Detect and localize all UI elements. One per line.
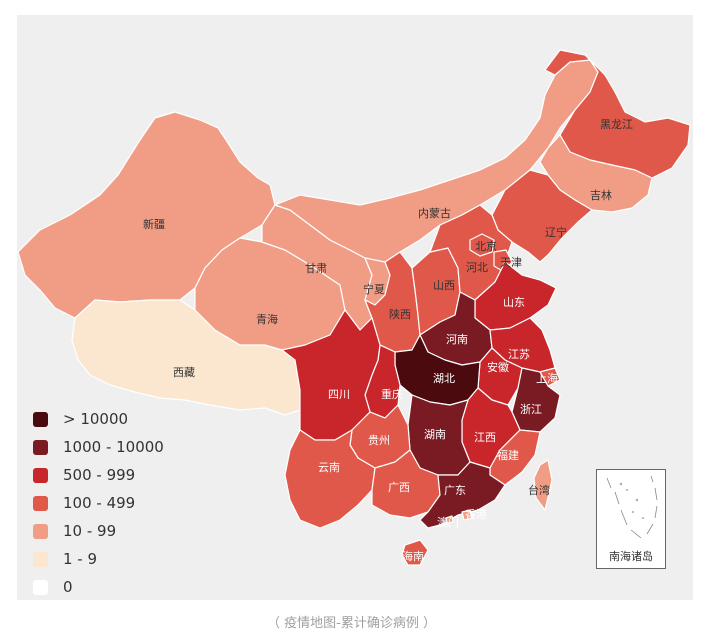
label-inner-mongolia: 内蒙古: [418, 206, 451, 220]
province-beijing[interactable]: [469, 233, 495, 257]
label-hainan: 海南: [402, 549, 424, 563]
south-china-sea-islands-icon: [606, 475, 658, 539]
legend-item: 1000 - 10000: [33, 433, 164, 461]
province-macau[interactable]: [445, 515, 454, 524]
legend-label: 10 - 99: [63, 522, 117, 540]
south-china-sea-inset: 南海诸岛: [596, 469, 666, 569]
province-hebei[interactable]: [429, 204, 513, 301]
label-beijing: 北京: [475, 239, 497, 253]
legend: > 10000 1000 - 10000 500 - 999 100 - 499 10 …: [33, 405, 164, 601]
legend-item: 500 - 999: [33, 461, 164, 489]
legend-swatch: [33, 551, 48, 567]
legend-label: 0: [63, 578, 73, 596]
legend-label: 100 - 499: [63, 494, 136, 512]
legend-swatch: [33, 439, 48, 455]
label-shanghai: 上海: [536, 371, 558, 385]
label-guangdong: 广东: [444, 484, 466, 497]
province-yunnan[interactable]: [284, 429, 376, 529]
legend-label: > 10000: [63, 410, 129, 428]
province-guangdong[interactable]: [419, 461, 506, 529]
caption: （ 疫情地图-累计确诊病例 ）: [267, 616, 436, 631]
label-qinghai: 青海: [256, 312, 278, 326]
legend-item: 10 - 99: [33, 517, 164, 545]
label-anhui: 安徽: [487, 360, 509, 374]
legend-swatch: [33, 495, 48, 511]
label-shanxi: 山西: [433, 279, 455, 292]
label-zhejiang: 浙江: [520, 403, 542, 416]
label-yunnan: 云南: [318, 461, 340, 474]
label-henan: 河南: [446, 333, 468, 346]
legend-item: > 10000: [33, 405, 164, 433]
province-sichuan[interactable]: [281, 309, 381, 441]
label-tianjin: 天津: [500, 256, 522, 269]
label-ningxia: 宁夏: [363, 282, 385, 296]
legend-item: 0: [33, 573, 164, 601]
label-guangxi: 广西: [388, 481, 410, 494]
label-hubei: 湖北: [433, 372, 455, 385]
label-fujian: 福建: [497, 448, 519, 462]
legend-swatch: [33, 467, 48, 483]
label-macau: 澳门: [437, 515, 459, 529]
legend-item: 1 - 9: [33, 545, 164, 573]
legend-label: 1000 - 10000: [63, 438, 164, 456]
province-hongkong[interactable]: [461, 509, 473, 521]
legend-swatch: [33, 579, 48, 595]
inset-label: 南海诸岛: [609, 550, 653, 563]
label-jiangxi: 江西: [474, 431, 496, 444]
label-hebei: 河北: [466, 261, 488, 274]
label-shaanxi: 陕西: [389, 307, 411, 321]
legend-label: 500 - 999: [63, 466, 136, 484]
label-liaoning: 辽宁: [545, 225, 567, 239]
province-taiwan[interactable]: [533, 459, 553, 511]
label-taiwan: 台湾: [528, 483, 550, 497]
label-sichuan: 四川: [328, 388, 350, 401]
legend-label: 1 - 9: [63, 550, 98, 568]
label-gansu: 甘肃: [305, 262, 327, 275]
legend-swatch: [33, 411, 48, 427]
label-hongkong: 香港: [465, 508, 487, 521]
label-jiangsu: 江苏: [508, 348, 530, 361]
legend-item: 100 - 499: [33, 489, 164, 517]
label-tibet: 西藏: [173, 366, 195, 379]
label-hunan: 湖南: [424, 428, 446, 441]
label-guizhou: 贵州: [368, 434, 390, 447]
label-jilin: 吉林: [590, 188, 612, 202]
label-heilongjiang: 黑龙江: [600, 118, 633, 131]
label-xinjiang: 新疆: [143, 217, 165, 231]
label-shandong: 山东: [503, 296, 525, 309]
province-hainan[interactable]: [401, 539, 429, 566]
legend-swatch: [33, 523, 48, 539]
label-chongqing: 重庆: [381, 387, 403, 401]
